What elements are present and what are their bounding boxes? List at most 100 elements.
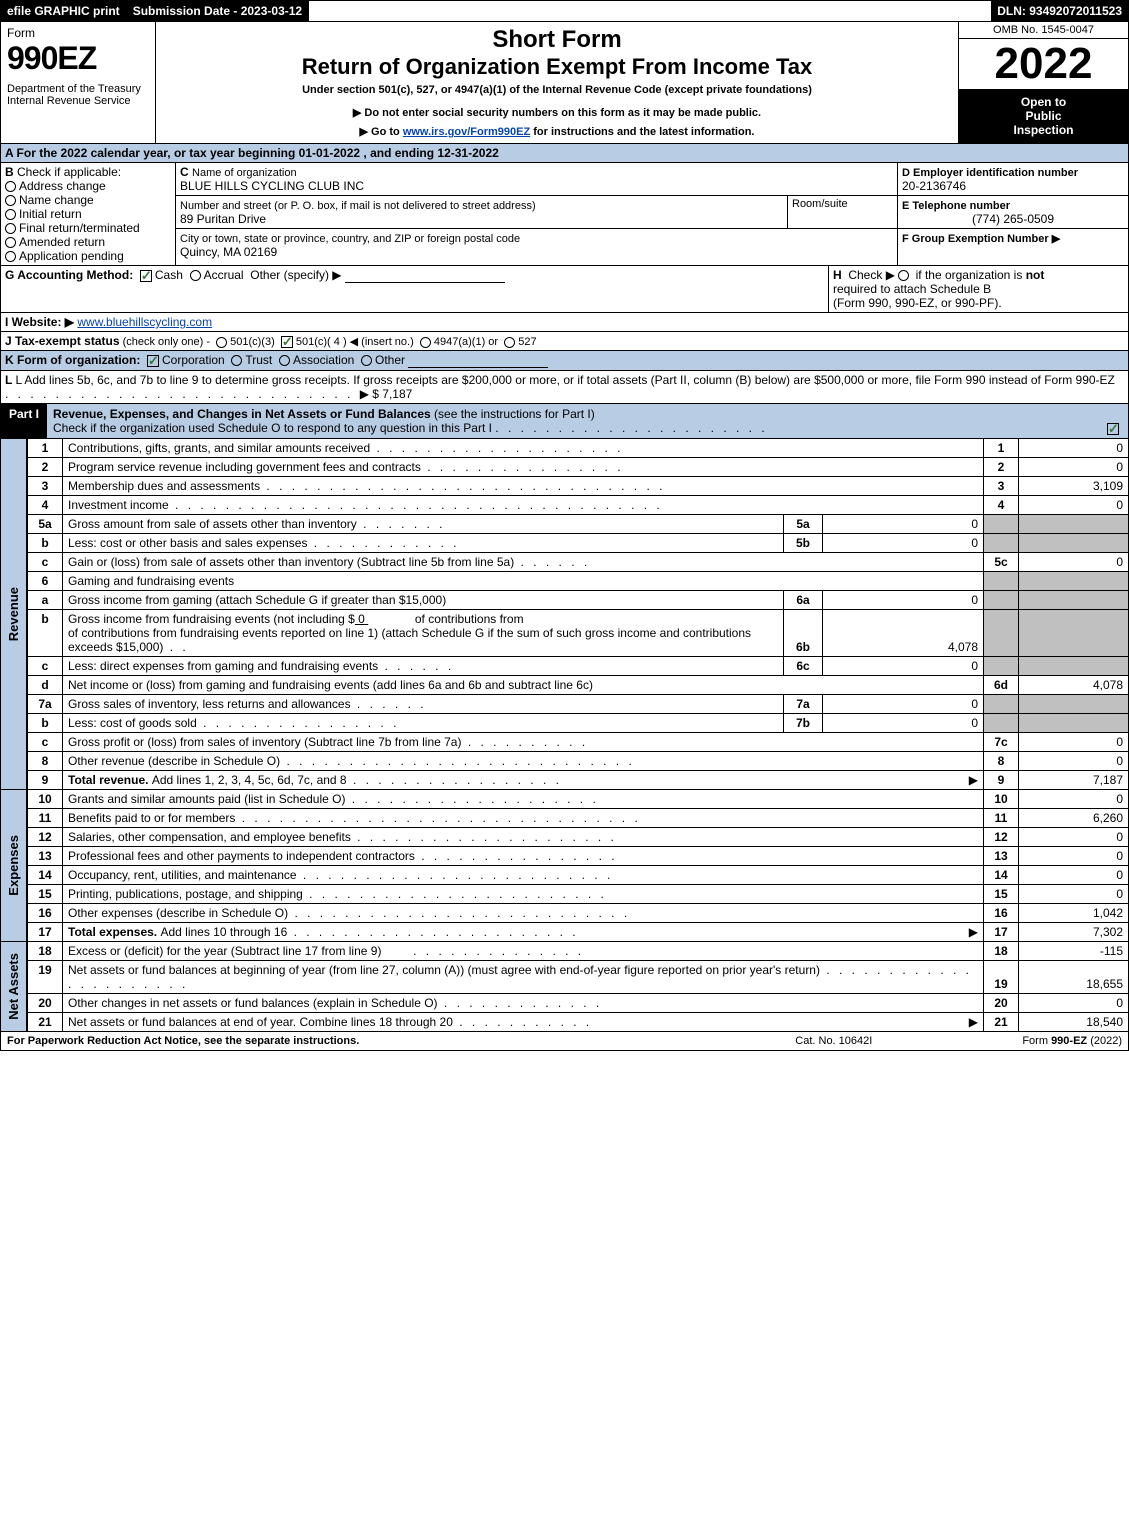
l13-r: 13 [984,847,1019,866]
netassets-table: 18Excess or (deficit) for the year (Subt… [27,942,1129,1032]
b-amended: Amended return [19,235,105,249]
l5c-val: 0 [1019,553,1129,572]
public: Public [965,109,1122,123]
h-t3: required to attach Schedule B [833,282,991,296]
org-city: Quincy, MA 02169 [180,245,277,259]
amended-return-radio[interactable] [5,237,16,248]
j-o3: 4947(a)(1) or [434,336,498,348]
l6c-num: c [28,657,63,676]
l15-val: 0 [1019,885,1129,904]
k-corp-checkbox[interactable] [147,355,159,367]
k-other-radio[interactable] [361,355,372,366]
l7b-vs [1019,714,1129,733]
part1-checkline: Check if the organization used Schedule … [53,421,492,435]
l6c-rs [984,657,1019,676]
j-501c-checkbox[interactable] [281,336,293,348]
j-4947-radio[interactable] [420,337,431,348]
a-begin: 01-01-2022 [299,146,360,160]
l12-num: 12 [28,828,63,847]
dln: DLN: 93492072011523 [991,1,1128,21]
cash-checkbox[interactable] [140,270,152,282]
initial-return-radio[interactable] [5,209,16,220]
a-end: 12-31-2022 [437,146,498,160]
l6b-vs [1019,610,1129,657]
e-label: E Telephone number [902,200,1010,212]
l3-text: Membership dues and assessments . . . . … [63,477,984,496]
open-to: Open to [965,95,1122,109]
l5c-text: Gain or (loss) from sale of assets other… [63,553,984,572]
l6b-num: b [28,610,63,657]
l8-r: 8 [984,752,1019,771]
l9-text: Total revenue. Add lines 1, 2, 3, 4, 5c,… [63,771,984,790]
goto-post: for instructions and the latest informat… [530,126,754,138]
l5b-cell: Less: cost or other basis and sales expe… [63,534,984,553]
footer-left: For Paperwork Reduction Act Notice, see … [7,1035,359,1047]
l6-rs [984,572,1019,591]
phone: (774) 265-0509 [902,212,1124,226]
l18-num: 18 [28,942,63,961]
l19-text: Net assets or fund balances at beginning… [63,961,984,994]
l6-num: 6 [28,572,63,591]
g-cash: Cash [155,268,183,282]
app-pending-radio[interactable] [5,251,16,262]
l13-val: 0 [1019,847,1129,866]
addr-change-radio[interactable] [5,181,16,192]
revenue-section: Revenue 1Contributions, gifts, grants, a… [0,439,1129,790]
expenses-tab: Expenses [4,831,23,900]
l14-text: Occupancy, rent, utilities, and maintena… [63,866,984,885]
l6a-vs [1019,591,1129,610]
l10-text: Grants and similar amounts paid (list in… [63,790,984,809]
l16-num: 16 [28,904,63,923]
omb: OMB No. 1545-0047 [959,22,1128,39]
footer-mid: Cat. No. 10642I [795,1035,872,1047]
l4-val: 0 [1019,496,1129,515]
l5a-num: 5a [28,515,63,534]
h-radio[interactable] [898,270,909,281]
form-word: Form [7,26,149,40]
l17-num: 17 [28,923,63,942]
l17-r: 17 [984,923,1019,942]
k-assoc-radio[interactable] [279,355,290,366]
l15-r: 15 [984,885,1019,904]
j-501c3-radio[interactable] [216,337,227,348]
netassets-section: Net Assets 18Excess or (deficit) for the… [0,942,1129,1032]
b-addr: Address change [19,179,106,193]
l7c-val: 0 [1019,733,1129,752]
accrual-radio[interactable] [190,270,201,281]
l5b-num: b [28,534,63,553]
l18-val: -115 [1019,942,1129,961]
l4-r: 4 [984,496,1019,515]
row-k: K Form of organization: Corporation Trus… [0,351,1129,371]
l7b-num: b [28,714,63,733]
l2-num: 2 [28,458,63,477]
b-name: Name change [19,193,94,207]
k-trust-radio[interactable] [231,355,242,366]
a-mid: , and ending [360,146,437,160]
k-assoc: Association [293,353,354,367]
l11-val: 6,260 [1019,809,1129,828]
irs-link[interactable]: www.irs.gov/Form990EZ [403,126,530,138]
part1-scho-checkbox[interactable] [1107,423,1119,435]
l1-num: 1 [28,439,63,458]
l9-num: 9 [28,771,63,790]
part1-header: Part I Revenue, Expenses, and Changes in… [0,404,1129,439]
l12-val: 0 [1019,828,1129,847]
l18-r: 18 [984,942,1019,961]
l6-vs [1019,572,1129,591]
j-o4: 527 [518,336,536,348]
l6a-num: a [28,591,63,610]
l19-val: 18,655 [1019,961,1129,994]
l12-r: 12 [984,828,1019,847]
l2-r: 2 [984,458,1019,477]
final-return-radio[interactable] [5,223,16,234]
l1-val: 0 [1019,439,1129,458]
expenses-table: 10Grants and similar amounts paid (list … [27,790,1129,942]
i-label: I Website: ▶ [5,315,74,329]
l7a-rs [984,695,1019,714]
website-link[interactable]: www.bluehillscycling.com [77,315,212,329]
j-sub: (check only one) - [123,336,210,348]
l3-r: 3 [984,477,1019,496]
name-change-radio[interactable] [5,195,16,206]
l5c-num: c [28,553,63,572]
j-527-radio[interactable] [504,337,515,348]
